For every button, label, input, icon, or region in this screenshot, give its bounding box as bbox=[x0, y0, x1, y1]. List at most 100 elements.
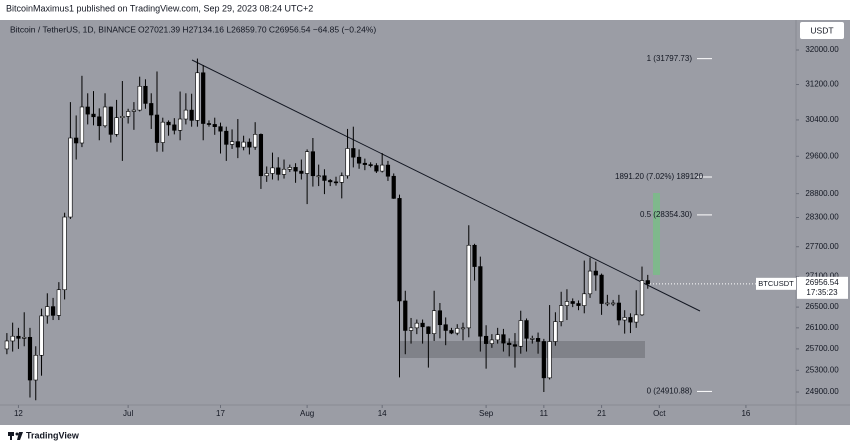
candle-body bbox=[524, 320, 529, 339]
candle-body bbox=[62, 216, 67, 291]
candle-body bbox=[224, 130, 229, 145]
candle-body bbox=[68, 137, 73, 218]
candle-body bbox=[328, 180, 333, 183]
symbol-tag: BTCUSDT bbox=[758, 279, 794, 288]
candle-body bbox=[535, 338, 541, 342]
candle-body bbox=[611, 302, 616, 305]
candle-body bbox=[120, 116, 125, 118]
candle-body bbox=[356, 156, 362, 164]
candle-body bbox=[270, 167, 275, 174]
candle-body bbox=[195, 72, 200, 121]
candle-body bbox=[541, 341, 546, 379]
candle-body bbox=[616, 302, 622, 321]
candle-body bbox=[391, 175, 396, 199]
candle-body bbox=[605, 302, 610, 305]
candle-body bbox=[587, 270, 593, 295]
candle-body bbox=[559, 305, 564, 322]
candle-body bbox=[478, 266, 483, 337]
candle-body bbox=[212, 124, 217, 127]
candle-body bbox=[449, 330, 454, 334]
y-tick-label: 27100.00 bbox=[805, 272, 839, 281]
y-tick-label: 27700.00 bbox=[805, 242, 839, 251]
candle-body bbox=[166, 121, 171, 126]
candle-body bbox=[645, 280, 650, 285]
candle-body bbox=[201, 72, 206, 124]
candle-body bbox=[79, 106, 85, 144]
candle-body bbox=[484, 335, 489, 344]
candle-body bbox=[293, 167, 298, 172]
chart-background bbox=[0, 20, 850, 425]
fib-label: 0 (24910.88) bbox=[647, 387, 693, 396]
candle-body bbox=[22, 336, 27, 339]
candle-body bbox=[368, 164, 373, 166]
candle-body bbox=[547, 341, 552, 379]
candle-body bbox=[553, 321, 558, 342]
x-tick-label: Oct bbox=[653, 409, 666, 418]
candle-body bbox=[27, 336, 33, 381]
candle-body bbox=[426, 326, 431, 334]
candle-body bbox=[339, 175, 344, 183]
fib-label: 0.5 (28354.30) bbox=[640, 210, 692, 219]
candle-body bbox=[397, 198, 402, 302]
candle-body bbox=[564, 301, 570, 306]
candle-body bbox=[310, 151, 315, 177]
candle-body bbox=[85, 106, 90, 115]
candle-body bbox=[507, 342, 512, 345]
trend-line bbox=[191, 59, 701, 312]
x-tick-label: Jul bbox=[123, 409, 133, 418]
candle-body bbox=[241, 141, 246, 148]
symbol-label: Bitcoin / TetherUS, 1D, BINANCE bbox=[10, 24, 136, 34]
support-zone bbox=[400, 341, 645, 358]
x-tick-label: 16 bbox=[741, 409, 750, 418]
candle-body bbox=[276, 167, 281, 175]
candle-body bbox=[229, 141, 235, 145]
ohlc-legend: O27021.39 H27134.16 L26859.70 C26956.54 … bbox=[138, 24, 376, 34]
candle-body bbox=[299, 170, 304, 174]
candle-body bbox=[403, 300, 408, 331]
measure-bar bbox=[653, 193, 660, 275]
bottom-bar bbox=[0, 425, 850, 447]
logo-text: TradingView bbox=[26, 430, 80, 440]
candle-body bbox=[264, 173, 269, 177]
candle-body bbox=[455, 328, 460, 334]
candle-body bbox=[39, 315, 44, 356]
candle-body bbox=[102, 106, 108, 127]
x-tick-label: Sep bbox=[479, 409, 494, 418]
candle-body bbox=[10, 335, 15, 342]
candle-body bbox=[443, 324, 448, 331]
price-tag: 26956.54 bbox=[805, 278, 839, 287]
candle-body bbox=[160, 121, 165, 143]
candle-body bbox=[235, 141, 240, 148]
candle-body bbox=[518, 320, 523, 347]
candle-body bbox=[172, 124, 177, 131]
candle-body bbox=[56, 289, 61, 316]
y-tick-label: 28800.00 bbox=[805, 189, 839, 198]
candle-body bbox=[408, 327, 414, 331]
candle-body bbox=[206, 123, 212, 125]
candle-body bbox=[97, 116, 102, 127]
candle-body bbox=[576, 303, 581, 306]
y-tick-label: 31200.00 bbox=[805, 80, 839, 89]
candle-body bbox=[622, 317, 627, 321]
candle-body bbox=[91, 113, 96, 118]
y-tick-label: 32000.00 bbox=[805, 45, 839, 54]
candle-body bbox=[45, 306, 50, 317]
candle-body bbox=[501, 334, 506, 344]
candle-body bbox=[432, 310, 437, 334]
logo-icon bbox=[8, 432, 23, 440]
candle-body bbox=[131, 109, 137, 112]
candle-body bbox=[50, 306, 56, 316]
candle-body bbox=[374, 165, 379, 172]
candle-body bbox=[253, 134, 258, 148]
published-text: BitcoinMaximus1 published on TradingView… bbox=[6, 3, 313, 13]
candle-body bbox=[437, 310, 443, 326]
candle-body bbox=[108, 106, 113, 135]
candle-body bbox=[143, 85, 148, 104]
candle-body bbox=[322, 175, 327, 181]
x-tick-label: 17 bbox=[216, 409, 225, 418]
y-tick-label: 24900.00 bbox=[805, 387, 839, 396]
candle-body bbox=[305, 151, 310, 174]
x-tick-label: 14 bbox=[378, 409, 387, 418]
candle-body bbox=[420, 322, 425, 328]
